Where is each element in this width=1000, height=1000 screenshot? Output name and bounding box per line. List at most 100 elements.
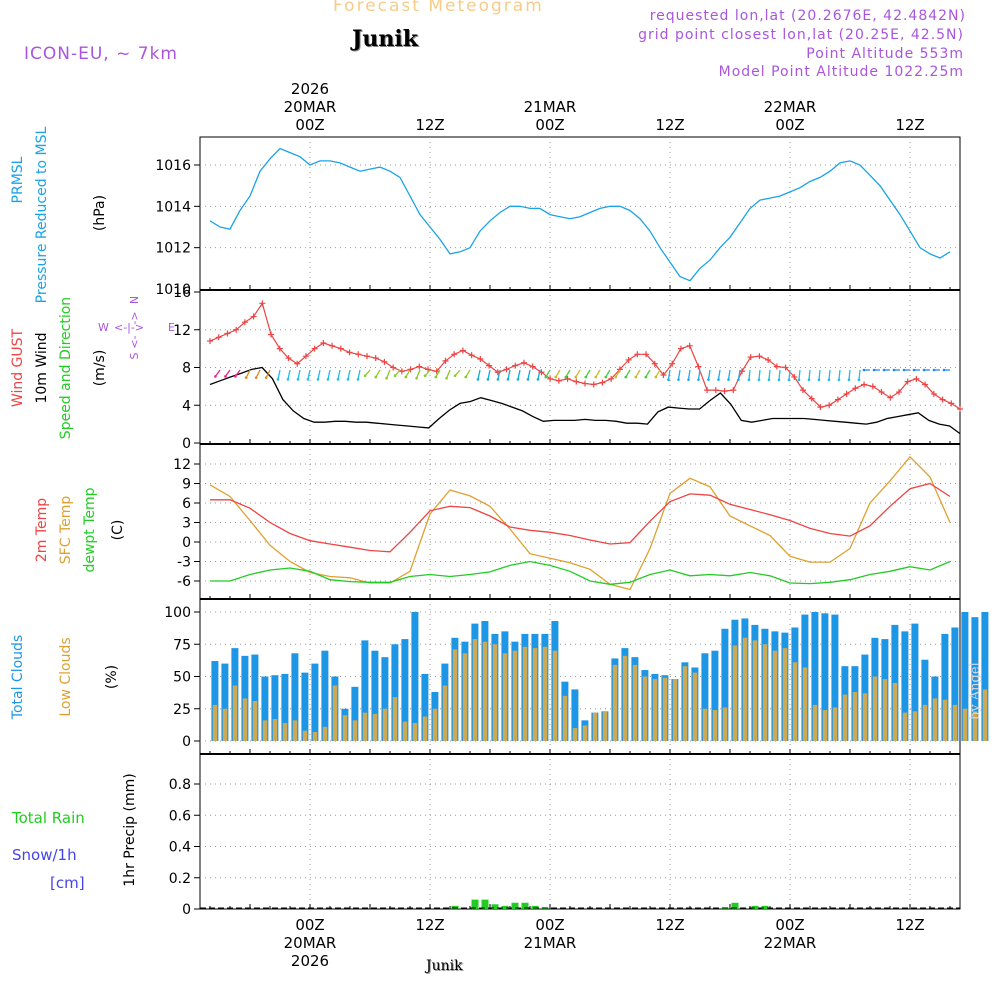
gust-marker	[390, 364, 397, 371]
y-tick-label: 75	[173, 637, 191, 653]
gust-marker	[294, 360, 301, 367]
total-cloud-bar	[411, 612, 419, 741]
gust-marker	[826, 402, 833, 409]
low-cloud-bar	[822, 710, 828, 741]
low-cloud-bar	[672, 679, 678, 741]
precip-unit: 1hr Precip (mm)	[122, 773, 138, 886]
total-cloud-bar	[351, 686, 359, 741]
time-label-bottom: 2026	[291, 952, 329, 970]
gust-marker	[869, 383, 876, 390]
wind-direction-arrow	[537, 369, 541, 380]
wind-direction-arrowhead	[496, 378, 500, 381]
gust-marker	[503, 366, 510, 373]
clouds-unit: (%)	[104, 665, 120, 689]
low-cloud-bar	[932, 698, 938, 741]
temp-unit: (C)	[110, 520, 126, 541]
wind-direction-arrowhead	[486, 378, 490, 381]
compass-east: E	[168, 321, 175, 334]
low-cloud-bar	[982, 689, 988, 741]
wind-direction-arrowhead	[506, 378, 510, 381]
gust-marker	[800, 387, 807, 394]
wind-direction-arrow	[245, 369, 251, 378]
low-cloud-bar	[362, 712, 368, 741]
wind-direction-arrow	[667, 369, 671, 380]
gust-marker	[442, 357, 449, 364]
wind-direction-arrowhead	[356, 378, 360, 381]
wind-direction-arrow	[717, 369, 721, 380]
compass-north: N	[128, 296, 141, 304]
total-cloud-bar	[711, 650, 719, 741]
time-label-top: 22MAR	[764, 98, 817, 116]
wind-direction-arrowhead	[516, 378, 520, 381]
wind-direction-arrow	[645, 369, 651, 378]
total-cloud-bar	[831, 614, 839, 741]
rain-bar	[761, 905, 769, 909]
y-tick-label: 0.4	[169, 840, 191, 856]
time-label-bottom: 20MAR	[284, 934, 337, 952]
gust-marker	[573, 378, 580, 385]
wind-direction-arrowhead	[862, 368, 866, 372]
low-cloud-bar	[282, 722, 288, 741]
wind-direction-arrowhead	[214, 375, 217, 378]
rain-bar	[501, 905, 509, 909]
wind-direction-arrow	[224, 369, 231, 377]
wind-direction-arrow	[555, 369, 561, 378]
wind-direction-arrowhead	[847, 378, 851, 382]
gust-marker	[878, 389, 885, 396]
wind-direction-arrowhead	[554, 375, 558, 379]
low-cloud-bar	[612, 664, 618, 741]
wind-direction-arrowhead	[654, 375, 658, 379]
wind-direction-arrow	[737, 369, 741, 380]
wind-direction-arrowhead	[644, 375, 648, 379]
rain-bar	[481, 899, 489, 909]
low-cloud-bar	[752, 640, 758, 741]
wind-direction-arrowhead	[336, 378, 340, 381]
low-cloud-bar	[572, 728, 578, 741]
low-cloud-bar	[652, 679, 658, 741]
low-cloud-bar	[522, 646, 528, 741]
gust-marker	[939, 396, 946, 403]
wind-direction-arrow	[357, 369, 361, 380]
low-cloud-bar	[622, 655, 628, 741]
wind-direction-arrowhead	[363, 374, 367, 378]
y-tick-label: 8	[182, 361, 191, 377]
gust-marker	[486, 362, 493, 369]
total-cloud-bar	[571, 689, 579, 741]
low-cloud-bar	[562, 695, 568, 741]
low-cloud-bar	[892, 682, 898, 741]
gust-marker	[651, 360, 658, 367]
wind-direction-arrow	[517, 369, 521, 380]
wind-direction-arrowhead	[254, 376, 258, 379]
wind-direction-arrowhead	[892, 368, 896, 372]
wind-direction-arrow	[565, 369, 571, 378]
gust-marker	[207, 338, 213, 345]
meteogram-title: Forecast Meteogram	[333, 0, 544, 16]
wind-label: 10m Wind	[34, 332, 50, 403]
wind-direction-arrowhead	[902, 368, 906, 372]
low-cloud-bar	[792, 662, 798, 741]
panel-frame	[199, 443, 961, 600]
low-cloud-bar	[392, 697, 398, 741]
low-cloud-bar	[692, 672, 698, 741]
wind-direction-arrowhead	[423, 374, 427, 378]
wind-direction-arrow	[848, 369, 851, 380]
y-tick-label: 12	[173, 323, 191, 339]
wind-direction-arrow	[337, 369, 341, 380]
rain-bar	[451, 905, 459, 909]
wind-direction-arrow	[828, 369, 831, 380]
footer-location: Junik	[426, 958, 463, 974]
low-cloud-bar	[292, 720, 298, 741]
y-tick-label: 9	[182, 477, 191, 493]
wind-direction-arrow	[545, 369, 551, 378]
total-cloud-bar	[401, 639, 409, 741]
wind-direction-arrow	[317, 369, 321, 380]
wind-direction-arrow	[707, 369, 711, 380]
model-label: ICON-EU, ~ 7km	[24, 44, 178, 64]
y-tick-label: 0	[182, 436, 191, 452]
gust-marker	[852, 385, 859, 392]
grid-point-coords: grid point closest lon,lat (20.25E, 42.5…	[638, 27, 964, 43]
wind-direction-arrowhead	[346, 378, 350, 381]
low-cloud-bar	[382, 708, 388, 741]
low-cloud-bar	[762, 644, 768, 741]
total-clouds-label: Total Clouds	[10, 635, 26, 720]
